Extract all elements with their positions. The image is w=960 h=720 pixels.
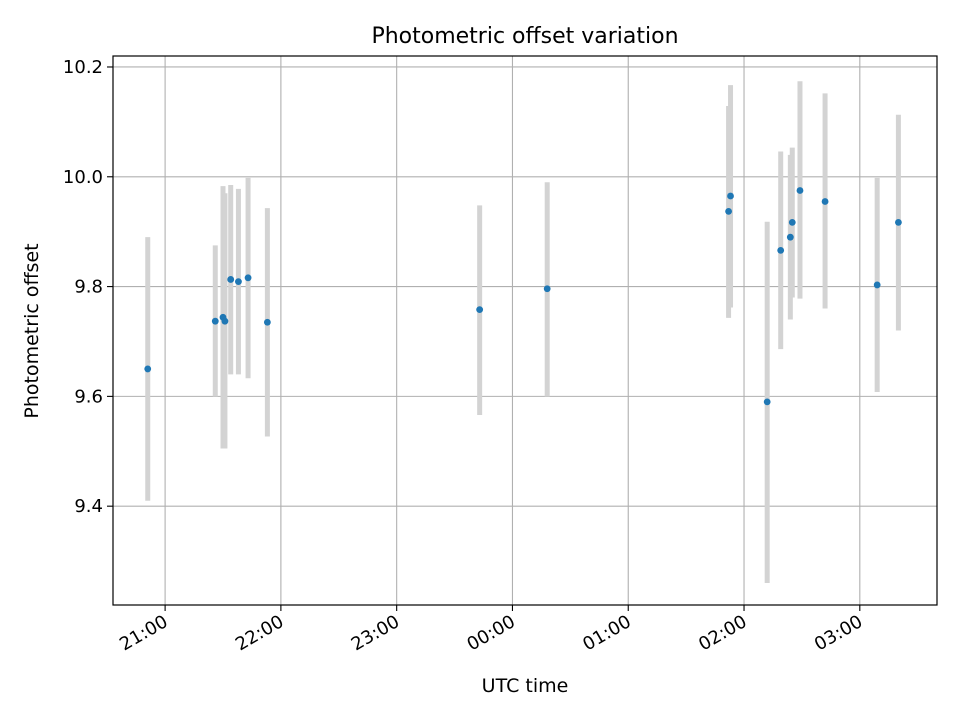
data-point	[221, 317, 229, 325]
x-tick-label: 22:00	[232, 611, 287, 655]
data-point	[777, 246, 785, 254]
data-point	[476, 306, 484, 314]
data-point	[543, 285, 551, 293]
x-tick-label: 21:00	[116, 611, 171, 655]
x-tick-label: 00:00	[464, 611, 519, 655]
x-tick-label: 23:00	[348, 611, 403, 655]
chart-title: Photometric offset variation	[371, 24, 678, 49]
data-point	[725, 207, 732, 215]
y-tick-label: 10.0	[63, 167, 103, 188]
x-axis-label: UTC time	[482, 675, 569, 697]
y-tick-label: 9.6	[74, 386, 103, 407]
x-tick-label: 01:00	[579, 611, 634, 655]
data-point	[263, 318, 271, 326]
data-point	[211, 317, 219, 325]
errorbars	[145, 81, 901, 584]
data-point	[235, 278, 242, 286]
y-tick-label: 10.2	[63, 57, 103, 78]
data-point	[227, 276, 235, 283]
data-point	[727, 192, 734, 200]
y-axis-ticks: 9.4 9.6 9.8 10.0 10.2	[63, 57, 113, 517]
data-point	[895, 218, 902, 226]
data-point	[788, 218, 796, 226]
data-point	[873, 281, 881, 289]
data-points	[144, 187, 902, 406]
y-tick-label: 9.8	[74, 277, 103, 298]
x-tick-label: 02:00	[695, 611, 750, 655]
y-axis-label: Photometric offset	[21, 243, 43, 418]
x-tick-label: 03:00	[811, 611, 866, 655]
data-point	[786, 233, 794, 241]
x-axis-ticks: 21:00 22:00 23:00 00:00 01:00 02:00 03:00	[116, 605, 866, 655]
data-point	[144, 365, 152, 373]
data-point	[763, 398, 771, 406]
plot-frame	[112, 55, 938, 606]
data-point	[821, 198, 829, 205]
data-point	[244, 274, 252, 282]
y-tick-label: 9.4	[74, 496, 103, 517]
data-point	[796, 187, 804, 194]
